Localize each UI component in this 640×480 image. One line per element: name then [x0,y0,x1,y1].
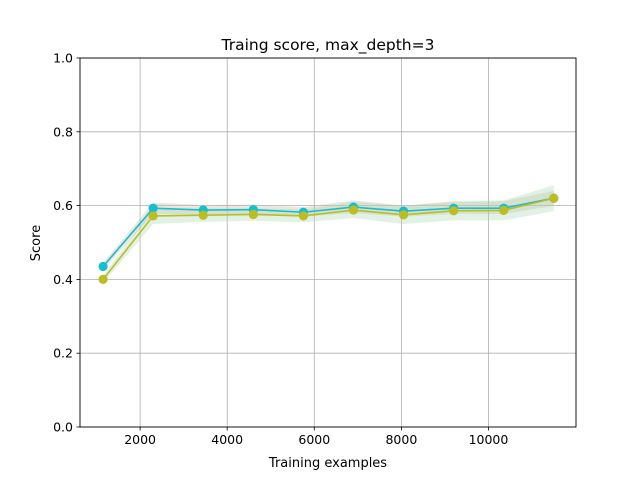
series-olive-point [499,205,509,215]
y-tick-label: 0.4 [53,272,73,287]
y-tick-label: 0.6 [53,198,73,213]
x-tick-label: 2000 [124,432,156,447]
y-tick-label: 0.2 [53,346,73,361]
x-tick-label: 8000 [385,432,417,447]
plot-area [80,58,576,427]
series-lines [102,197,554,280]
plot-frame [79,57,577,428]
x-tick-label: 10000 [469,432,509,447]
series-olive-point [248,209,258,220]
series-olive-point [198,210,208,220]
series-olive-point [298,211,308,221]
series-olive-point [348,205,359,215]
x-tick-label: 6000 [298,432,330,447]
series-cyan-point [148,203,158,213]
series-olive-point [398,210,409,220]
axis-ticks: 2000 4000 6000 8000 10000 0.0 0.2 0.4 0.6 0.8 1.0 [53,51,508,448]
series-olive-point [148,211,158,221]
series-olive-point [549,193,559,203]
series-olive-point [98,274,108,284]
y-tick-label: 0.0 [53,420,73,435]
series-cyan-line [102,197,554,268]
series-points [98,193,559,284]
x-axis-label: Training examples [268,456,387,471]
chart-title: Traing score, max_depth=3 [221,36,435,55]
y-tick-label: 0.8 [53,124,73,139]
y-axis-label: Score [29,225,44,261]
x-tick-label: 4000 [211,432,243,447]
y-tick-label: 1.0 [53,51,73,66]
series-olive-line [102,197,554,280]
series-cyan-point [98,261,108,272]
series-olive-point [449,206,459,216]
